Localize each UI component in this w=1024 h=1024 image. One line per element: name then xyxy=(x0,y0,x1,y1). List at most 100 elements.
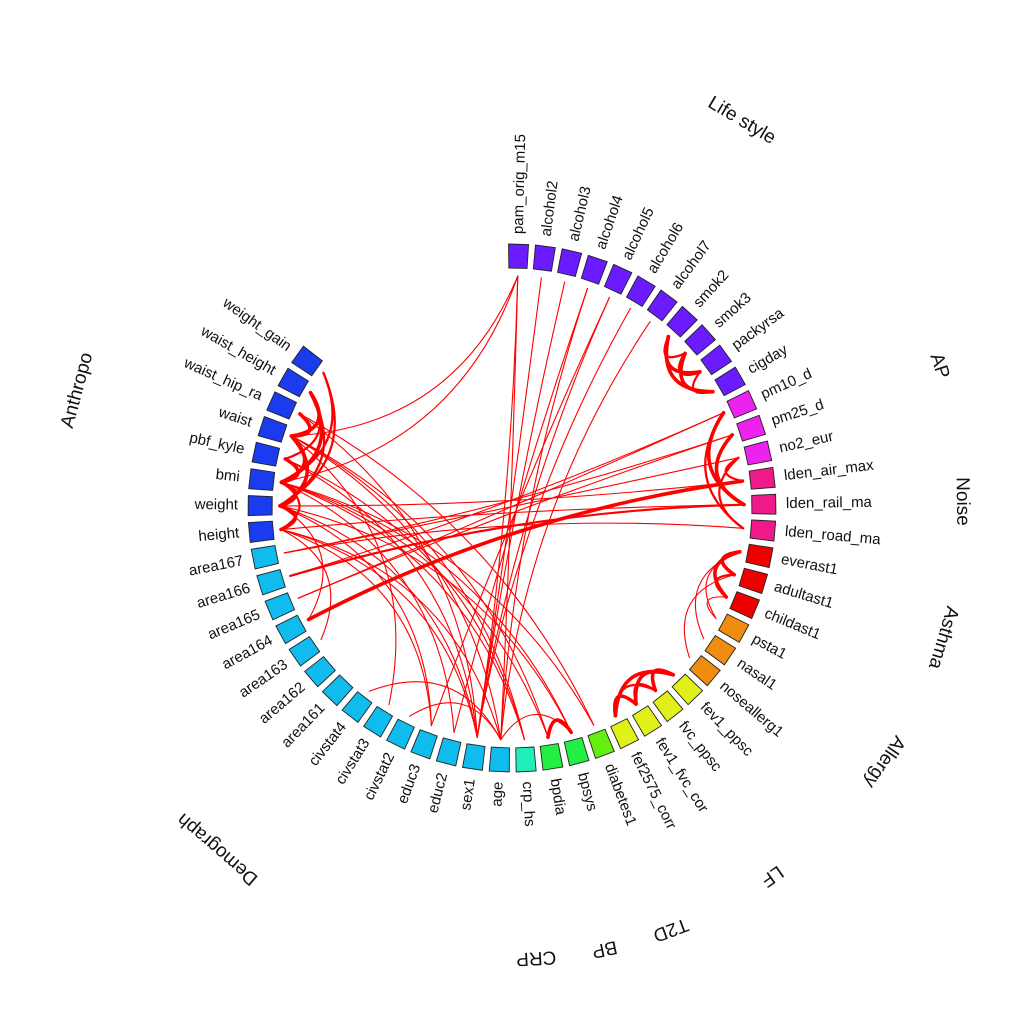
segment-civstat2 xyxy=(386,718,415,750)
variable-label-lden-rail-ma: lden_rail_ma xyxy=(786,494,873,512)
segment-psta1 xyxy=(717,613,750,644)
segment-civstat4 xyxy=(341,691,373,724)
link-alcohol4-educ2 xyxy=(453,288,588,734)
segment-fef2575-corr xyxy=(610,718,640,750)
segment-waist-hip-ra xyxy=(266,391,298,420)
segment-diabetes1 xyxy=(587,728,615,760)
variable-label-area166: area166 xyxy=(195,580,253,612)
group-label-asthma: Asthma xyxy=(924,604,963,672)
segment-educ3 xyxy=(410,729,438,760)
segment-area162 xyxy=(304,655,336,688)
segment-smok2 xyxy=(666,305,698,338)
segment-lden-road-ma xyxy=(749,519,777,542)
segment-civstat3 xyxy=(362,705,394,738)
segment-everast1 xyxy=(745,543,774,569)
link-pam-orig-m15-sex1 xyxy=(476,275,519,738)
segment-crp-hs xyxy=(515,746,537,773)
segment-area161 xyxy=(321,674,354,707)
variable-label-crp-hs: crp_hs xyxy=(519,781,538,827)
variable-label-alcohol3: alcohol3 xyxy=(565,185,594,243)
variable-label-age: age xyxy=(489,781,507,807)
segment-area164 xyxy=(275,614,307,645)
link-age-civstat4 xyxy=(369,681,502,741)
link-crp-hs-pbf-kyle xyxy=(284,458,525,741)
segment-smok3 xyxy=(684,324,717,356)
segment-waist-height xyxy=(277,367,309,398)
link-waist-civstat3 xyxy=(290,435,397,706)
segment-sex1 xyxy=(462,743,486,771)
variable-label-height: height xyxy=(198,524,241,545)
link-weight-area164 xyxy=(279,505,324,621)
segment-pam-orig-m15 xyxy=(508,243,530,269)
variable-label-diabetes1: diabetes1 xyxy=(601,761,640,828)
links-layer xyxy=(278,275,746,741)
variable-label-bmi: bmi xyxy=(215,466,241,486)
link-waist-age xyxy=(290,435,502,741)
segment-no2-eur xyxy=(743,440,773,466)
variable-label-educ2: educ2 xyxy=(425,771,452,815)
segment-lden-rail-ma xyxy=(751,493,777,515)
variable-label-lden-air-max: lden_air_max xyxy=(783,457,875,484)
link-height-age xyxy=(280,528,502,741)
link-everast1-nasal1 xyxy=(694,551,741,640)
group-label-bp: BP xyxy=(590,936,619,962)
link-bpsys-age xyxy=(500,714,572,741)
variable-label-no2-eur: no2_eur xyxy=(778,428,835,457)
variable-label-cigday: cigday xyxy=(745,341,791,378)
link-height-educ3 xyxy=(280,528,432,727)
segment-adultast1 xyxy=(738,567,769,595)
group-label-allergy: Allergy xyxy=(859,732,909,792)
group-label-t2d: T2D xyxy=(650,913,691,945)
variable-label-pm10-d: pm10_d xyxy=(758,365,814,403)
variable-label-psta1: psta1 xyxy=(749,630,789,662)
group-label-crp: CRP xyxy=(516,946,557,969)
link-lden-air-max-area164 xyxy=(306,479,745,622)
variable-label-adultast1: adultast1 xyxy=(772,578,835,612)
segment-noseallerg1 xyxy=(688,654,721,687)
segment-bpsys xyxy=(563,737,590,767)
variable-label-bpsys: bpsys xyxy=(574,771,600,813)
segment-nasal1 xyxy=(704,634,737,666)
segment-area163 xyxy=(288,635,321,667)
link-diabetes1-bmi xyxy=(280,481,595,726)
group-label-noise: Noise xyxy=(952,477,974,526)
segment-packyrsa xyxy=(700,344,733,376)
variable-label-pm25-d: pm25_d xyxy=(769,396,826,429)
segments-layer xyxy=(247,243,777,773)
variable-label-waist: waist xyxy=(216,403,256,430)
link-alcohol5-sex1 xyxy=(476,296,610,738)
link-waist-hip-ra-sex1 xyxy=(299,413,478,738)
link-bmi-weight-gain xyxy=(280,371,334,484)
segment-alcohol2 xyxy=(532,244,556,272)
segment-alcohol5 xyxy=(603,263,633,295)
variable-label-civstat2: civstat2 xyxy=(361,750,399,803)
link-bpsys-bmi xyxy=(280,481,572,733)
segment-alcohol7 xyxy=(646,289,678,322)
group-label-ap: AP xyxy=(926,351,954,382)
link-alcohol6-sex1 xyxy=(476,307,631,738)
segment-weight xyxy=(247,495,273,517)
segment-age xyxy=(488,746,510,773)
link-pm25-d-lden-rail-ma xyxy=(714,433,746,507)
variable-label-sex1: sex1 xyxy=(457,778,479,812)
variable-label-everast1: everast1 xyxy=(780,551,840,579)
group-label-life-style: Life style xyxy=(704,92,779,148)
segment-alcohol3 xyxy=(557,248,583,278)
segment-area167 xyxy=(250,545,280,570)
variable-label-area165: area165 xyxy=(205,606,262,643)
group-label-lf: LF xyxy=(757,861,787,891)
segment-alcohol4 xyxy=(580,254,608,285)
link-alcohol7-age xyxy=(500,321,651,741)
segment-weight-gain xyxy=(291,345,323,377)
variable-label-weight: weight xyxy=(194,496,239,513)
link-alcohol5-educ3 xyxy=(430,296,610,727)
link-packyrsa-cigday xyxy=(691,370,714,394)
group-label-demograph: Demograph xyxy=(173,809,262,890)
segment-fev1-ppsc xyxy=(671,673,704,706)
variable-label-pbf-kyle: pbf_kyle xyxy=(188,429,246,457)
link-bpdia-bmi xyxy=(280,481,549,738)
link-height-sex1 xyxy=(280,528,478,738)
segment-fev1-fvc-cor xyxy=(631,705,663,737)
segment-area165 xyxy=(264,592,296,621)
